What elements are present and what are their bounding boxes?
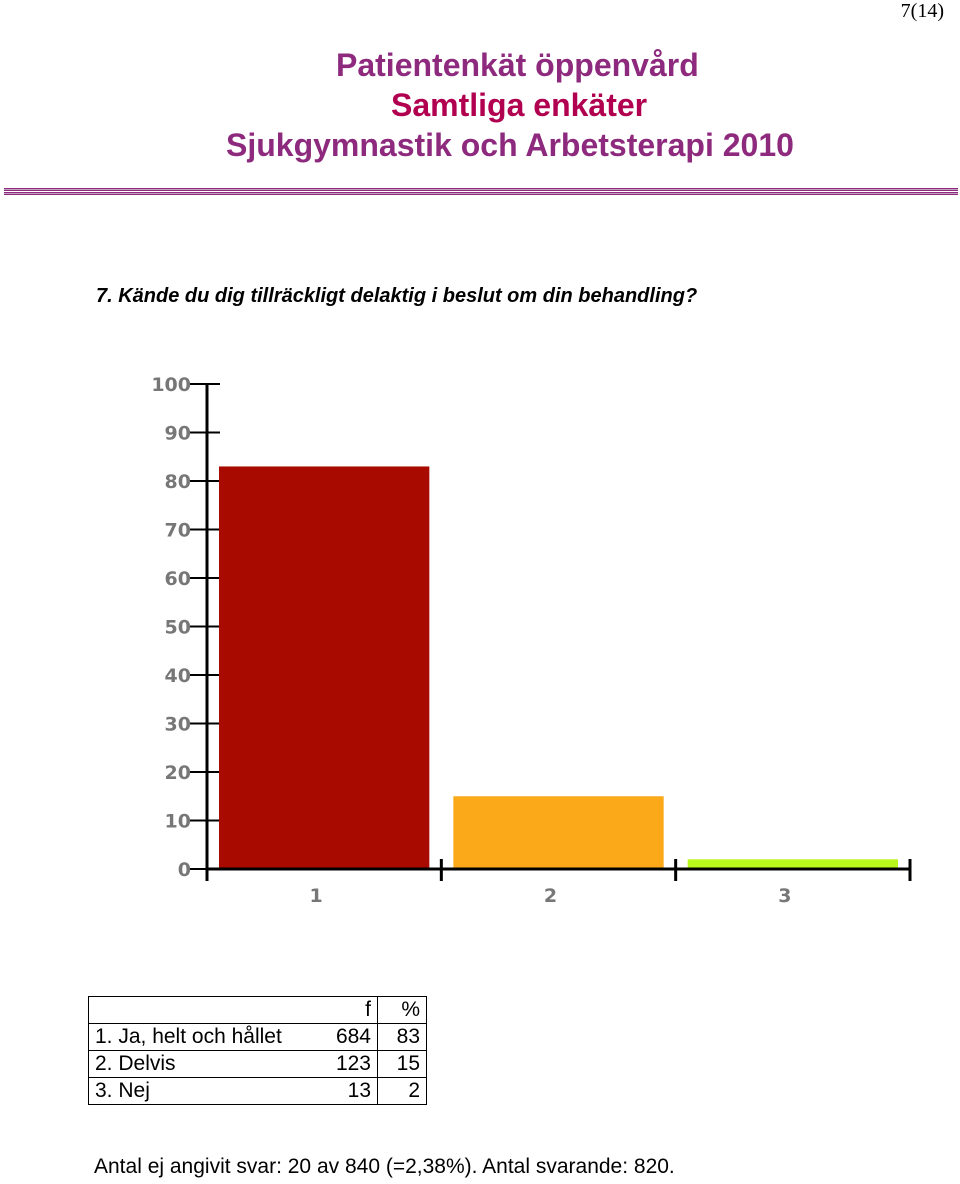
y-tick-label: 30 bbox=[165, 714, 191, 736]
bar-2 bbox=[453, 796, 664, 869]
table-cell-percent: 15 bbox=[377, 1050, 427, 1078]
x-axis: 1 2 3 bbox=[205, 859, 912, 907]
table-header-row: f % bbox=[88, 996, 427, 1024]
bar-chart: 0 10 20 30 40 50 60 70 80 90 100 1 2 3 bbox=[151, 374, 912, 907]
y-tick-label: 60 bbox=[165, 568, 191, 590]
table-cell-f: 13 bbox=[317, 1077, 378, 1105]
y-tick-label: 90 bbox=[165, 423, 191, 445]
table-cell-f: 684 bbox=[317, 1023, 378, 1051]
y-tick-label: 40 bbox=[165, 665, 191, 687]
y-tick-label: 10 bbox=[165, 811, 191, 833]
table-cell-label: 2. Delvis bbox=[88, 1050, 317, 1078]
bar-1 bbox=[219, 466, 430, 869]
frequency-table: f % 1. Ja, helt och hållet 684 83 2. Del… bbox=[88, 996, 427, 1105]
page-number: 7(14) bbox=[900, 0, 944, 22]
table-header-f: f bbox=[317, 996, 378, 1024]
header-subtitle: Samtliga enkäter bbox=[391, 87, 648, 123]
response-summary: Antal ej angivit svar: 20 av 840 (=2,38%… bbox=[94, 1155, 675, 1178]
y-axis: 0 10 20 30 40 50 60 70 80 90 100 bbox=[151, 374, 220, 881]
table-header-label bbox=[88, 996, 317, 1024]
question-text: 7. Kände du dig tillräckligt delaktig i … bbox=[96, 285, 698, 307]
table-cell-percent: 2 bbox=[377, 1077, 427, 1105]
x-tick-label: 3 bbox=[778, 885, 791, 907]
y-tick-label: 0 bbox=[178, 859, 191, 881]
table-cell-f: 123 bbox=[317, 1050, 378, 1078]
header-title: Patientenkät öppenvård bbox=[336, 47, 699, 83]
y-tick-label: 50 bbox=[165, 617, 191, 639]
table-cell-percent: 83 bbox=[377, 1023, 427, 1051]
x-tick-label: 2 bbox=[544, 885, 557, 907]
header-department: Sjukgymnastik och Arbetsterapi 2010 bbox=[226, 127, 794, 163]
y-tick-label: 100 bbox=[151, 374, 191, 396]
y-tick-label: 80 bbox=[165, 471, 191, 493]
table-row: 3. Nej 13 2 bbox=[88, 1077, 427, 1105]
x-tick-label: 1 bbox=[310, 885, 323, 907]
y-tick-label: 70 bbox=[165, 520, 191, 542]
table-cell-label: 3. Nej bbox=[88, 1077, 317, 1105]
header-divider bbox=[4, 188, 958, 196]
table-row: 2. Delvis 123 15 bbox=[88, 1050, 427, 1078]
table-header-percent: % bbox=[377, 996, 427, 1024]
table-cell-label: 1. Ja, helt och hållet bbox=[88, 1023, 317, 1051]
bars bbox=[219, 466, 898, 869]
table-row: 1. Ja, helt och hållet 684 83 bbox=[88, 1023, 427, 1051]
y-tick-label: 20 bbox=[165, 762, 191, 784]
bar-3 bbox=[687, 859, 898, 869]
